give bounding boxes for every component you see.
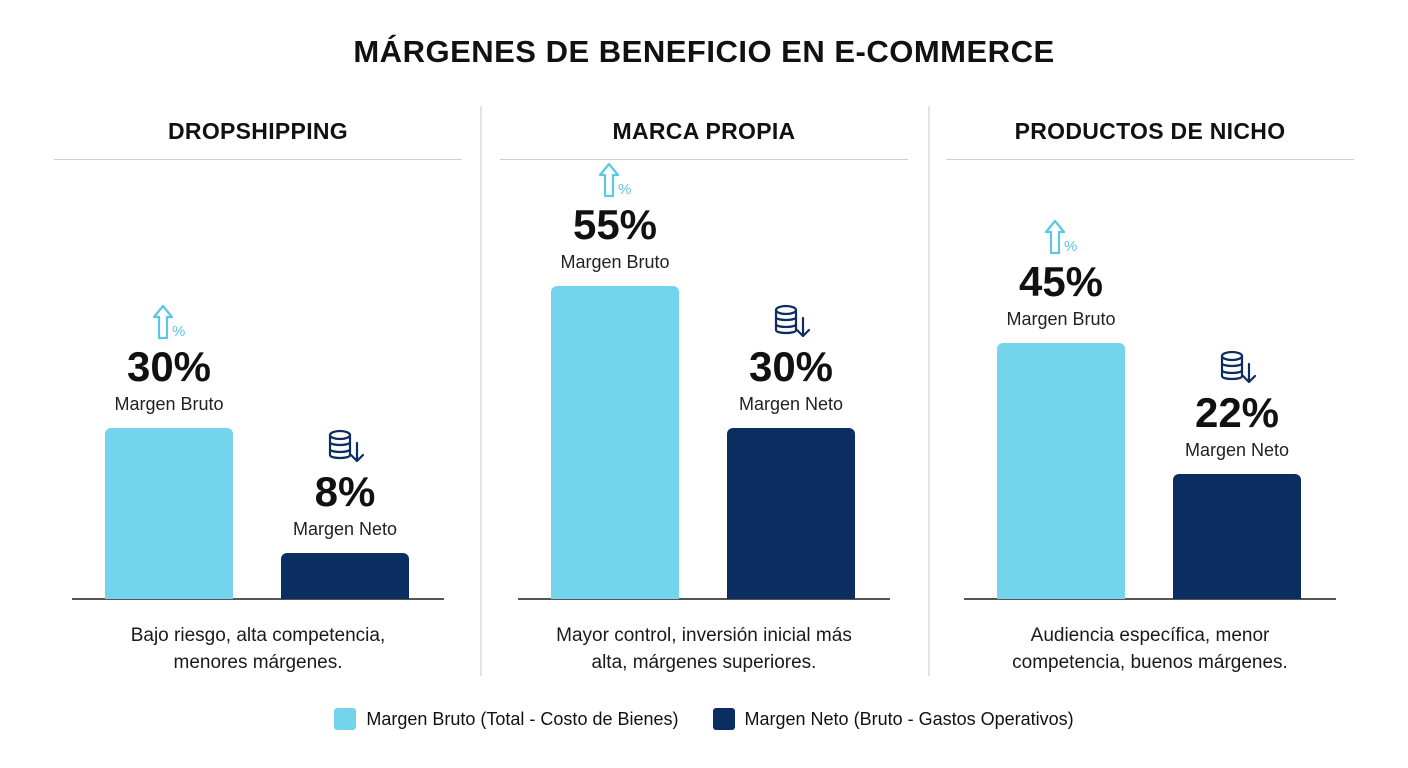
svg-text:%: % (172, 323, 185, 340)
bar-value-label: 8% (314, 468, 376, 516)
coin-stack-down-icon (327, 429, 367, 470)
description-line: Bajo riesgo, alta competencia, (130, 625, 386, 646)
arrow-up-percent-icon: % (1043, 219, 1081, 260)
panel-divider (480, 106, 482, 676)
description-line: Mayor control, inversión inicial más (556, 625, 852, 646)
bar-value-label: 22% (1194, 388, 1280, 436)
net-margin-bar (281, 553, 409, 599)
panel-rule (946, 159, 1354, 160)
bar-label: Margen Bruto (1006, 308, 1116, 329)
net-margin-bar (1173, 473, 1301, 599)
x-axis-baseline (72, 598, 444, 600)
description-line: Audiencia específica, menor (1030, 625, 1270, 646)
panel-description: Audiencia específica, menor competencia, … (946, 622, 1354, 676)
coin-stack-down-icon (773, 304, 813, 345)
panel-description: Bajo riesgo, alta competencia, menores má… (54, 622, 462, 676)
gross-margin-bar (105, 428, 233, 599)
panel-title: DROPSHIPPING (168, 118, 348, 144)
bar-label: Margen Neto (1184, 439, 1290, 460)
panel-rule (500, 159, 908, 160)
panel-description: Mayor control, inversión inicial más alta… (500, 622, 908, 676)
legend-label: Margen Neto (Bruto - Gastos Operativos) (744, 708, 1074, 729)
bar-value-label: 30% (748, 343, 834, 390)
svg-text:%: % (618, 181, 631, 198)
bar-label: Margen Bruto (560, 251, 670, 272)
chart-panel: MARCA PROPIA Margen Bruto 55%% Margen Neto 3… (500, 0, 908, 690)
panel-title: PRODUCTOS DE NICHO (1014, 118, 1286, 144)
legend-label: Margen Bruto (Total - Costo de Bienes) (366, 708, 679, 729)
description-line: menores márgenes. (173, 652, 343, 673)
svg-text:%: % (1064, 238, 1077, 255)
chart-panel: PRODUCTOS DE NICHO Margen Bruto 45%% Margen… (946, 0, 1354, 690)
panel-title: MARCA PROPIA (612, 118, 796, 144)
x-axis-baseline (518, 598, 890, 600)
arrow-up-percent-icon: % (597, 162, 635, 203)
bar-label: Margen Bruto (114, 394, 224, 414)
legend-entry-net: Margen Neto (Bruto - Gastos Operativos) (712, 708, 1074, 730)
panel-divider (928, 106, 930, 676)
bar-label: Margen Neto (292, 519, 398, 540)
legend-swatch (712, 708, 735, 730)
bar-value-label: 55% (572, 200, 658, 248)
coin-stack-down-icon (1219, 350, 1259, 391)
net-margin-bar (727, 428, 855, 599)
gross-margin-bar (997, 342, 1125, 599)
panel-rule (54, 159, 462, 160)
bar-label: Margen Neto (738, 394, 844, 414)
arrow-up-percent-icon: % (151, 304, 189, 345)
bar-value-label: 30% (126, 343, 212, 390)
chart-title: MÁRGENES DE BENEFICIO EN E-COMMERCE (353, 34, 1055, 69)
legend-swatch (334, 708, 357, 730)
x-axis-baseline (964, 598, 1336, 600)
description-line: alta, márgenes superiores. (591, 652, 817, 673)
chart-panel: DROPSHIPPING Margen Bruto 30%% Margen Neto 8… (54, 0, 462, 690)
chart-legend: Margen Bruto (Total - Costo de Bienes) Ma… (0, 708, 1408, 730)
gross-margin-bar (551, 285, 679, 599)
bar-value-label: 45% (1018, 257, 1104, 305)
description-line: competencia, buenos márgenes. (1012, 652, 1288, 673)
legend-entry-gross: Margen Bruto (Total - Costo de Bienes) (334, 708, 679, 730)
